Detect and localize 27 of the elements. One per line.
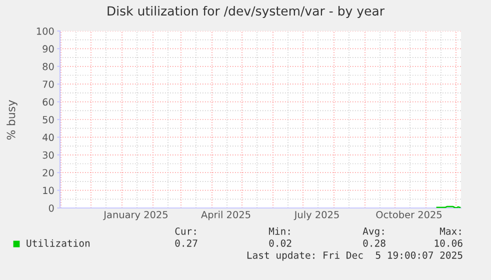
- y-tick-label: 40: [42, 134, 54, 142]
- x-tick-label: April 2025: [201, 210, 250, 220]
- x-tick-label: October 2025: [376, 210, 442, 218]
- text: Min:: [268, 227, 290, 235]
- text: Avg:: [362, 228, 384, 237]
- y-tick-label: 10: [43, 186, 54, 194]
- text: 10.06: [434, 239, 462, 247]
- text: Last update: Fri Dec 5 19:00:07 2025: [247, 251, 462, 261]
- legend-label: Utilization: [26, 239, 90, 247]
- y-tick-label: 20: [42, 169, 54, 176]
- x-tick-label: July 2025: [294, 210, 339, 220]
- y-tick-label: 30: [42, 151, 54, 159]
- text: Cur:: [175, 227, 196, 235]
- text: 0.27: [175, 239, 198, 247]
- text: Max:: [440, 228, 461, 235]
- y-tick-label: 100: [36, 27, 54, 35]
- y-tick-label: 70: [42, 80, 54, 88]
- text: 0.28: [363, 239, 386, 247]
- y-axis-title: % busy: [6, 100, 18, 140]
- y-tick-label: 60: [42, 98, 54, 106]
- y-tick-label: 80: [42, 62, 54, 70]
- y-tick-label: 0: [48, 204, 54, 212]
- y-tick-label: 90: [42, 45, 54, 53]
- chart-title: Disk utilization for /dev/system/var - by year: [108, 6, 385, 18]
- x-tick-label: January 2025: [103, 210, 168, 220]
- text: 0.02: [269, 239, 292, 247]
- y-tick-label: 50: [42, 116, 54, 124]
